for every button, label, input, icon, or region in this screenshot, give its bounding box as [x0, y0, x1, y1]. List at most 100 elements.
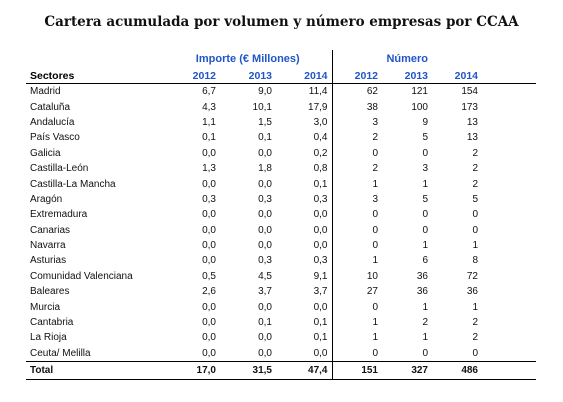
importe-cell: 0,1	[202, 132, 216, 144]
importe-cell: 1,5	[258, 116, 272, 128]
importe-cell: 0,0	[202, 240, 216, 252]
row-spacer	[482, 330, 536, 345]
numero-cell: 8	[472, 255, 478, 267]
numero-cell: 0	[472, 209, 478, 221]
importe-cell: 0,3	[202, 193, 216, 205]
region-name: Ceuta/ Melilla	[30, 347, 91, 359]
row-spacer	[482, 346, 536, 362]
importe-cell: 0,1	[276, 314, 333, 331]
importe-cell: 3,0	[276, 114, 333, 131]
importe-cell: 0,0	[202, 332, 216, 344]
numero-cell: 2	[472, 163, 478, 175]
importe-cell: 0,1	[258, 132, 272, 144]
importe-cell: 0,2	[276, 145, 333, 161]
importe-cell: 1,3	[202, 163, 216, 175]
importe-cell: 0,3	[258, 255, 272, 267]
numero-cell: 72	[466, 270, 478, 282]
numero-cell: 3	[372, 193, 378, 205]
table-row: Cantabria 0,0 0,1 0,1 1 2 2	[26, 314, 536, 331]
numero-cell: 3	[372, 116, 378, 128]
numero-cell: 1	[422, 332, 428, 344]
table-row: Cataluña 4,3 10,1 17,9 38 100 173	[26, 99, 536, 115]
numero-cell: 0	[422, 347, 428, 359]
region-name: Galicia	[30, 147, 61, 159]
row-spacer	[482, 146, 536, 161]
table-row: Castilla-León 1,3 1,8 0,8 2 3 2	[26, 160, 536, 177]
total-numero-cell: 327	[382, 361, 432, 381]
numero-cell: 0	[372, 347, 378, 359]
importe-cell: 0,0	[202, 178, 216, 190]
importe-cell: 0,0	[202, 301, 216, 313]
importe-cell: 0,8	[276, 160, 333, 177]
importe-cell: 0,0	[202, 224, 216, 236]
table-row: Galicia 0,0 0,0 0,2 0 0 2	[26, 145, 536, 161]
row-spacer	[482, 269, 536, 284]
total-importe-cell: 17,0	[164, 361, 220, 381]
region-name: La Rioja	[30, 332, 67, 344]
numero-cell: 5	[422, 132, 428, 144]
importe-cell: 0,0	[276, 299, 333, 315]
numero-cell: 13	[466, 132, 478, 144]
importe-cell: 0,1	[276, 176, 333, 192]
numero-cell: 27	[366, 286, 378, 298]
column-header-year: 2014	[432, 68, 482, 84]
numero-cell: 0	[372, 224, 378, 236]
numero-cell: 9	[422, 116, 428, 128]
numero-cell: 2	[422, 317, 428, 329]
importe-cell: 0,0	[202, 317, 216, 329]
column-header-year: 2012	[332, 68, 382, 84]
importe-cell: 1,8	[258, 163, 272, 175]
total-label: Total	[26, 361, 164, 381]
numero-cell: 62	[366, 86, 378, 98]
region-name: Castilla-León	[30, 163, 89, 175]
importe-cell: 9,1	[276, 268, 333, 285]
table-row: Navarra 0,0 0,0 0,0 0 1 1	[26, 237, 536, 254]
group-header-row: Importe (€ Millones) Número	[26, 50, 536, 68]
column-header-year: 2013	[220, 68, 276, 84]
row-spacer	[482, 115, 536, 130]
column-header-year: 2013	[382, 68, 432, 84]
importe-cell: 0,1	[276, 330, 333, 346]
numero-cell: 1	[422, 301, 428, 313]
table-row: Murcia 0,0 0,0 0,0 0 1 1	[26, 299, 536, 315]
table-title: Cartera acumulada por volumen y número e…	[44, 14, 519, 30]
row-spacer	[482, 192, 536, 207]
importe-cell: 0,3	[276, 191, 333, 208]
numero-cell: 1	[372, 332, 378, 344]
numero-cell: 0	[372, 209, 378, 221]
numero-cell: 0	[472, 347, 478, 359]
numero-cell: 1	[372, 317, 378, 329]
importe-cell: 0,0	[202, 147, 216, 159]
total-spacer	[482, 361, 536, 381]
numero-cell: 121	[411, 86, 428, 98]
importe-cell: 4,3	[202, 101, 216, 113]
region-name: Extremadura	[30, 209, 88, 221]
numero-cell: 5	[472, 193, 478, 205]
column-header-spacer	[482, 68, 536, 84]
importe-cell: 0,4	[276, 130, 333, 146]
importe-cell: 0,0	[276, 222, 333, 238]
numero-cell: 154	[461, 86, 478, 98]
importe-cell: 0,1	[258, 317, 272, 329]
numero-cell: 36	[416, 270, 428, 282]
region-name: Cantabria	[30, 317, 74, 329]
numero-cell: 2	[372, 132, 378, 144]
row-spacer	[482, 284, 536, 299]
importe-cell: 0,0	[276, 207, 333, 223]
importe-cell: 0,0	[202, 209, 216, 221]
row-spacer	[482, 176, 536, 191]
numero-cell: 13	[466, 116, 478, 128]
table-row: Extremadura 0,0 0,0 0,0 0 0 0	[26, 207, 536, 223]
importe-cell: 0,0	[258, 224, 272, 236]
region-name: Murcia	[30, 301, 61, 313]
region-name: Comunidad Valenciana	[30, 270, 133, 282]
total-numero-cell: 151	[332, 361, 382, 381]
numero-cell: 2	[472, 178, 478, 190]
row-spacer	[482, 99, 536, 114]
region-name: Navarra	[30, 240, 66, 252]
numero-cell: 36	[416, 286, 428, 298]
region-name: Asturias	[30, 255, 67, 267]
region-name: Aragón	[30, 193, 63, 205]
importe-cell: 3,7	[258, 286, 272, 298]
numero-cell: 1	[422, 240, 428, 252]
